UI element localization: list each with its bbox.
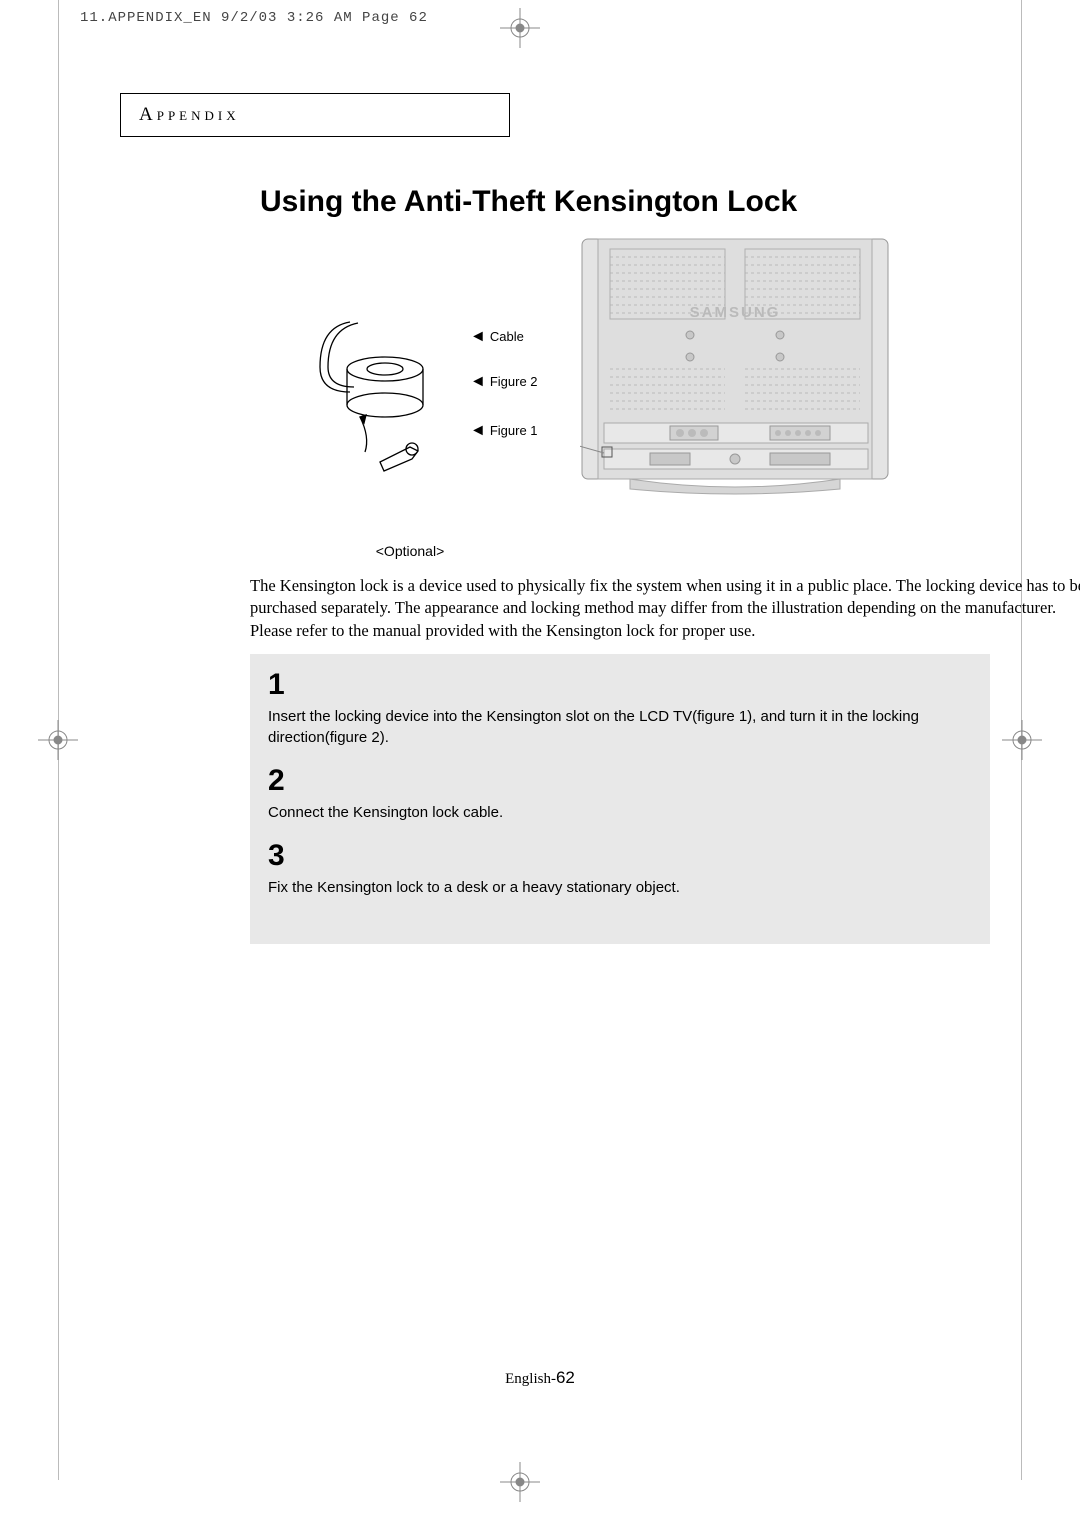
- footer-lang: English-: [505, 1371, 556, 1387]
- footer-page-number: 62: [556, 1368, 575, 1387]
- label-cable: Cable: [490, 329, 524, 345]
- tv-back-panel-diagram: SAMSUNG: [580, 237, 890, 497]
- file-header-meta: 11.APPENDIX_EN 9/2/03 3:26 AM Page 62: [80, 10, 428, 26]
- step-1: 1 Insert the locking device into the Ken…: [268, 668, 972, 748]
- step-3-text: Fix the Kensington lock to a desk or a h…: [268, 877, 972, 898]
- arrow-left-icon: ◄: [470, 327, 486, 346]
- appendix-label: Appendix: [139, 104, 240, 125]
- page-title: Using the Anti-Theft Kensington Lock: [260, 185, 960, 219]
- crop-mark-left: [38, 720, 78, 760]
- step-3: 3 Fix the Kensington lock to a desk or a…: [268, 839, 972, 898]
- crop-mark-bottom: [500, 1462, 540, 1502]
- intro-paragraph: The Kensington lock is a device used to …: [250, 575, 1080, 642]
- arrow-left-icon: ◄: [470, 421, 486, 440]
- step-2: 2 Connect the Kensington lock cable.: [268, 764, 972, 823]
- step-1-number: 1: [268, 668, 972, 702]
- label-fig1-row: ◄ Figure 1: [470, 421, 538, 440]
- step-2-number: 2: [268, 764, 972, 798]
- page-content: Appendix Using the Anti-Theft Kensington…: [120, 93, 960, 944]
- page-footer: English-62: [0, 1368, 1080, 1388]
- crop-mark-top: [500, 8, 540, 48]
- crop-mark-right: [1002, 720, 1042, 760]
- brand-text: SAMSUNG: [690, 304, 781, 321]
- figure-area: ◄ Cable ◄ Figure 2 ◄ Figure 1: [320, 237, 870, 537]
- steps-box: 1 Insert the locking device into the Ken…: [250, 654, 990, 944]
- optional-caption: <Optional>: [300, 543, 520, 559]
- step-3-number: 3: [268, 839, 972, 873]
- label-fig2-row: ◄ Figure 2: [470, 372, 538, 391]
- lock-labels: ◄ Cable ◄ Figure 2 ◄ Figure 1: [470, 327, 538, 467]
- label-figure-2: Figure 2: [490, 374, 538, 390]
- step-2-text: Connect the Kensington lock cable.: [268, 802, 972, 823]
- appendix-heading-box: Appendix: [120, 93, 510, 137]
- label-cable-row: ◄ Cable: [470, 327, 538, 346]
- lock-diagram: [310, 317, 460, 487]
- step-1-text: Insert the locking device into the Kensi…: [268, 706, 972, 748]
- arrow-left-icon: ◄: [470, 372, 486, 391]
- label-figure-1: Figure 1: [490, 423, 538, 439]
